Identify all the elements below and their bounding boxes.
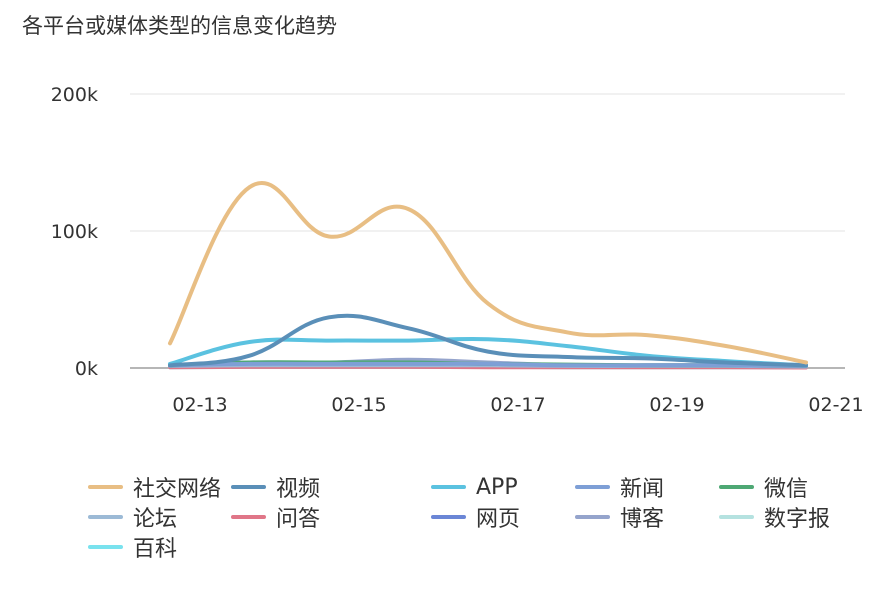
legend-label: 论坛: [133, 507, 178, 532]
legend-item[interactable]: 新闻: [575, 472, 664, 502]
legend-item[interactable]: 网页: [431, 502, 520, 532]
y-tick-label: 200k: [51, 84, 98, 106]
x-tick-label: 02-19: [649, 394, 704, 416]
legend-label: 新闻: [620, 477, 665, 502]
legend-item[interactable]: 微信: [719, 472, 808, 502]
legend-swatch: [719, 485, 754, 489]
x-tick-label: 02-15: [331, 394, 386, 416]
chart-title: 各平台或媒体类型的信息变化趋势: [22, 14, 337, 38]
legend-swatch: [575, 515, 610, 519]
legend-label: APP: [476, 474, 518, 500]
legend-swatch: [231, 485, 266, 489]
legend-swatch: [88, 545, 123, 549]
legend-item[interactable]: 百科: [88, 532, 177, 562]
legend-swatch: [88, 485, 123, 489]
legend-label: 数字报: [764, 507, 831, 532]
legend-item[interactable]: 视频: [231, 472, 320, 502]
series-line: [168, 313, 808, 368]
legend-label: 百科: [133, 537, 178, 562]
legend-swatch: [431, 485, 466, 489]
legend-swatch: [431, 515, 466, 519]
legend-swatch: [231, 515, 266, 519]
legend-swatch: [719, 515, 754, 519]
legend-label: 问答: [276, 507, 321, 532]
legend-label: 社交网络: [133, 477, 222, 502]
series-line: [168, 181, 808, 365]
legend-swatch: [88, 515, 123, 519]
x-tick-label: 02-13: [172, 394, 227, 416]
series-line: [168, 361, 808, 368]
legend-item[interactable]: APP: [431, 472, 518, 502]
legend-item[interactable]: 问答: [231, 502, 320, 532]
legend-label: 网页: [476, 507, 521, 532]
legend-label: 博客: [620, 507, 665, 532]
x-tick-label: 02-17: [490, 394, 545, 416]
legend-label: 微信: [764, 477, 809, 502]
legend-item[interactable]: 数字报: [719, 502, 830, 532]
legend-item[interactable]: 博客: [575, 502, 664, 532]
legend-label: 视频: [276, 477, 321, 502]
legend-item[interactable]: 论坛: [88, 502, 177, 532]
y-tick-label: 0k: [75, 358, 98, 380]
y-tick-label: 100k: [51, 221, 98, 243]
legend-swatch: [575, 485, 610, 489]
x-tick-label: 02-21: [808, 394, 863, 416]
line-chart: 0k 100k 200k 02-13 02-15 02-17 02-19 02-21: [51, 84, 864, 416]
legend-item[interactable]: 社交网络: [88, 472, 221, 502]
